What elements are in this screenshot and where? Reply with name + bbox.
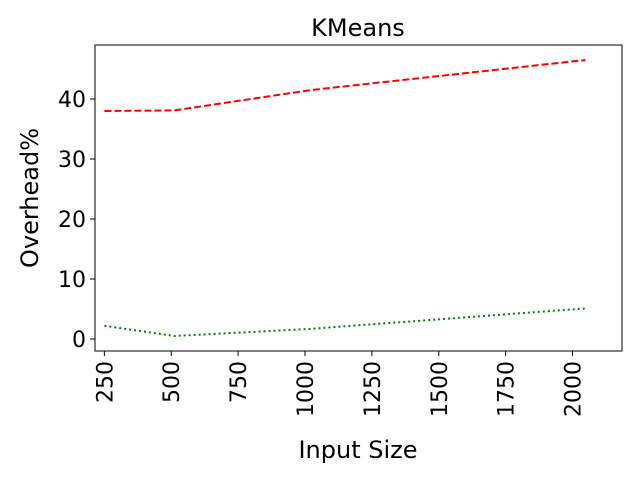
x-axis-ticks: 250 500 750 1000 1250 1500 1750 2000: [93, 351, 587, 417]
series-line-red-dashed: [104, 59, 586, 112]
x-tick-label: 1500: [428, 361, 453, 417]
y-tick-label: 10: [58, 268, 86, 293]
y-tick-label: 20: [58, 208, 86, 233]
y-axis-ticks: 0 10 20 30 40: [58, 88, 95, 353]
x-tick-label: 1750: [495, 361, 520, 417]
x-axis-label: Input Size: [298, 436, 417, 464]
y-tick-label: 30: [58, 148, 86, 173]
x-tick-label: 750: [227, 361, 252, 403]
x-tick-label: 2000: [562, 361, 587, 417]
x-tick-label: 250: [93, 361, 118, 403]
x-tick-label: 1250: [361, 361, 386, 417]
y-tick-label: 40: [58, 88, 86, 113]
x-tick-label: 500: [160, 361, 185, 403]
x-tick-label: 1000: [294, 361, 319, 417]
y-axis-label: Overhead%: [16, 128, 44, 268]
series-line-green-dotted: [104, 307, 586, 338]
chart-title: KMeans: [311, 14, 405, 42]
series-layer: [104, 59, 586, 338]
y-tick-label: 0: [72, 328, 86, 353]
plot-area-frame: [94, 44, 623, 352]
